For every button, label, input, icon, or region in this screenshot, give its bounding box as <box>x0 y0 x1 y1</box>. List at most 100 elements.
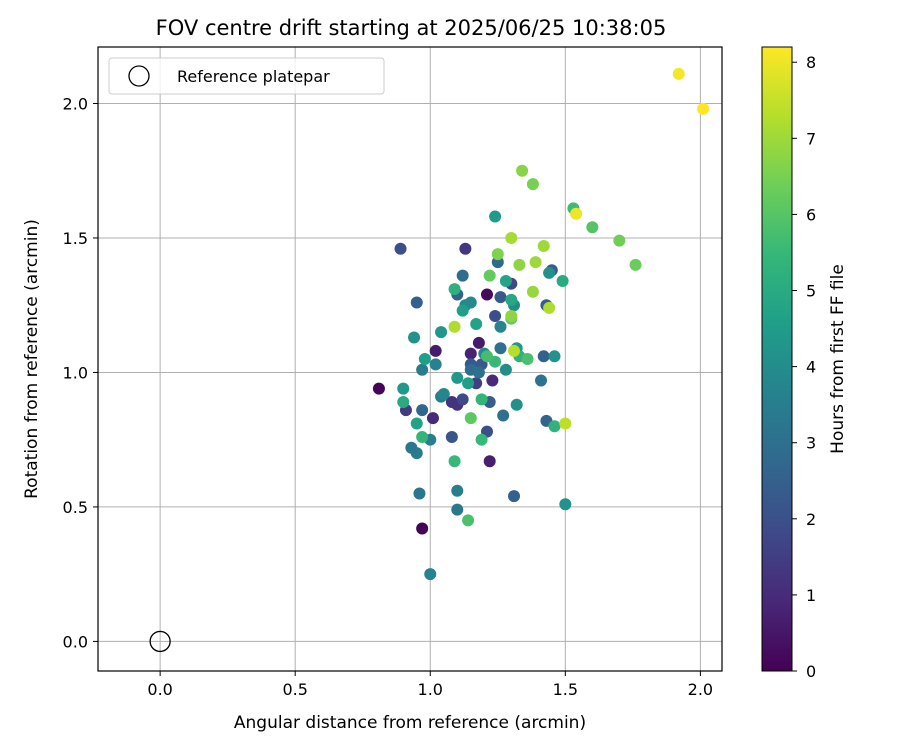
y-tick-label: 0.5 <box>63 498 88 517</box>
chart-title: FOV centre drift starting at 2025/06/25 … <box>156 16 667 40</box>
y-tick-label: 2.0 <box>63 94 88 113</box>
data-point <box>537 240 550 253</box>
data-point <box>410 296 423 309</box>
y-axis-ticks: 0.0 0.5 1.0 1.5 2.0 <box>63 94 98 651</box>
data-point <box>510 398 523 411</box>
data-point <box>424 568 437 581</box>
colorbar-tick-label: 8 <box>806 53 816 72</box>
x-tick-label: 0.0 <box>147 680 172 699</box>
data-point <box>494 320 507 333</box>
data-point <box>459 242 472 255</box>
x-tick-label: 0.5 <box>282 680 307 699</box>
data-point <box>429 358 442 371</box>
data-point <box>505 293 518 306</box>
x-tick-label: 1.0 <box>418 680 443 699</box>
data-point <box>418 353 431 365</box>
data-point <box>516 164 529 177</box>
legend-box <box>108 57 385 95</box>
plot-frame <box>97 46 723 672</box>
colorbar-tick-label: 0 <box>806 662 816 681</box>
data-point <box>529 256 542 269</box>
data-point <box>405 441 418 454</box>
data-point <box>513 258 526 271</box>
data-point <box>543 301 556 314</box>
data-point <box>416 363 429 376</box>
data-point <box>508 344 520 357</box>
data-point <box>472 336 485 349</box>
data-point <box>464 347 477 360</box>
data-point <box>483 455 496 468</box>
colorbar: 0 1 2 3 4 5 6 7 8 Hours from first FF file <box>761 46 848 681</box>
data-point <box>570 207 583 220</box>
data-point <box>521 353 534 365</box>
data-point <box>408 331 421 344</box>
data-point <box>462 377 475 390</box>
data-point <box>397 396 410 409</box>
reference-platepar-marker <box>149 630 171 653</box>
data-point <box>505 309 518 322</box>
data-point <box>672 67 685 80</box>
colorbar-tick-label: 2 <box>806 510 816 529</box>
data-point <box>456 304 469 317</box>
colorbar-tick-label: 3 <box>806 434 816 453</box>
data-point <box>448 455 461 468</box>
data-point <box>486 374 499 387</box>
data-point <box>416 404 429 417</box>
data-point <box>505 231 518 244</box>
x-axis-label: Angular distance from reference (arcmin) <box>234 713 586 733</box>
data-point <box>426 412 439 425</box>
data-point <box>497 409 510 422</box>
data-point <box>543 266 556 279</box>
data-point <box>499 275 512 287</box>
x-tick-label: 2.0 <box>688 680 713 699</box>
data-point <box>413 487 426 500</box>
data-point <box>410 417 423 430</box>
colorbar-tick-label: 7 <box>806 129 816 148</box>
data-point <box>535 374 548 387</box>
y-tick-label: 0.0 <box>63 632 88 651</box>
data-point <box>480 288 493 301</box>
data-point <box>472 366 485 379</box>
data-point <box>397 382 410 395</box>
data-point <box>464 412 477 425</box>
data-point <box>445 396 458 409</box>
data-point <box>462 514 475 527</box>
colorbar-tick-label: 5 <box>806 282 816 301</box>
data-point <box>508 490 520 503</box>
data-point <box>456 269 469 282</box>
colorbar-tick-label: 1 <box>806 586 816 605</box>
data-point <box>559 417 572 430</box>
data-point <box>372 382 385 395</box>
data-point <box>548 350 561 363</box>
data-point <box>416 522 429 535</box>
grid-lines <box>98 47 722 671</box>
data-point <box>526 285 539 298</box>
data-point <box>437 387 450 400</box>
data-point <box>416 431 429 443</box>
data-point <box>586 221 599 234</box>
data-point <box>475 433 488 446</box>
data-point <box>526 178 539 191</box>
y-tick-label: 1.0 <box>63 363 88 382</box>
y-tick-label: 1.5 <box>63 229 88 248</box>
data-point <box>456 393 469 406</box>
data-point <box>448 320 461 333</box>
legend-marker-icon <box>128 65 150 87</box>
data-point <box>483 269 496 282</box>
data-point <box>475 393 488 406</box>
scatter-points <box>149 67 710 653</box>
x-axis-ticks: 0.0 0.5 1.0 1.5 2.0 <box>147 671 713 699</box>
data-point <box>480 350 493 363</box>
data-point <box>499 363 512 376</box>
data-point <box>435 326 448 339</box>
data-point <box>629 258 642 271</box>
data-point <box>697 102 710 115</box>
data-point <box>464 296 477 309</box>
colorbar-tick-label: 4 <box>806 358 816 377</box>
data-point <box>559 498 572 511</box>
colorbar-label: Hours from first FF file <box>828 264 848 454</box>
data-point <box>491 248 504 261</box>
data-point <box>489 210 502 223</box>
x-tick-label: 1.5 <box>553 680 578 699</box>
legend-entry: Reference platepar <box>177 67 330 86</box>
